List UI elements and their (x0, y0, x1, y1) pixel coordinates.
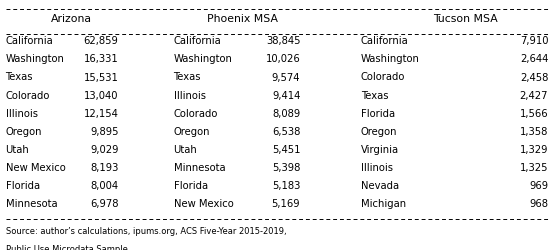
Text: California: California (6, 36, 53, 46)
Text: Arizona: Arizona (51, 14, 92, 24)
Text: New Mexico: New Mexico (174, 200, 233, 209)
Text: 8,193: 8,193 (90, 163, 118, 173)
Text: 5,183: 5,183 (272, 181, 300, 191)
Text: 9,574: 9,574 (272, 72, 300, 83)
Text: Texas: Texas (6, 72, 33, 83)
Text: 15,531: 15,531 (84, 72, 118, 83)
Text: 5,169: 5,169 (272, 200, 300, 209)
Text: Utah: Utah (174, 145, 197, 155)
Text: 7,910: 7,910 (520, 36, 548, 46)
Text: Washington: Washington (174, 54, 233, 64)
Text: 2,644: 2,644 (520, 54, 548, 64)
Text: Minnesota: Minnesota (174, 163, 225, 173)
Text: Minnesota: Minnesota (6, 200, 57, 209)
Text: 5,451: 5,451 (272, 145, 300, 155)
Text: 12,154: 12,154 (84, 109, 118, 119)
Text: New Mexico: New Mexico (6, 163, 65, 173)
Text: Oregon: Oregon (6, 127, 42, 137)
Text: 1,566: 1,566 (520, 109, 548, 119)
Text: California: California (174, 36, 222, 46)
Text: 8,004: 8,004 (90, 181, 118, 191)
Text: Washington: Washington (361, 54, 420, 64)
Text: 2,427: 2,427 (520, 90, 548, 101)
Text: 62,859: 62,859 (84, 36, 118, 46)
Text: Virginia: Virginia (361, 145, 399, 155)
Text: Public Use Microdata Sample: Public Use Microdata Sample (6, 245, 127, 250)
Text: Illinois: Illinois (174, 90, 206, 101)
Text: 1,329: 1,329 (520, 145, 548, 155)
Text: Nevada: Nevada (361, 181, 399, 191)
Text: 968: 968 (530, 200, 548, 209)
Text: California: California (361, 36, 409, 46)
Text: 1,358: 1,358 (520, 127, 548, 137)
Text: Phoenix MSA: Phoenix MSA (207, 14, 278, 24)
Text: Texas: Texas (174, 72, 201, 83)
Text: Florida: Florida (6, 181, 40, 191)
Text: 16,331: 16,331 (84, 54, 118, 64)
Text: Oregon: Oregon (361, 127, 397, 137)
Text: 6,978: 6,978 (90, 200, 118, 209)
Text: 9,895: 9,895 (90, 127, 118, 137)
Text: 38,845: 38,845 (266, 36, 300, 46)
Text: 8,089: 8,089 (272, 109, 300, 119)
Text: Source: author’s calculations, ipums.org, ACS Five-Year 2015-2019,: Source: author’s calculations, ipums.org… (6, 228, 286, 236)
Text: 9,414: 9,414 (272, 90, 300, 101)
Text: 1,325: 1,325 (520, 163, 548, 173)
Text: Colorado: Colorado (6, 90, 50, 101)
Text: 6,538: 6,538 (272, 127, 300, 137)
Text: Texas: Texas (361, 90, 388, 101)
Text: Florida: Florida (361, 109, 395, 119)
Text: 10,026: 10,026 (266, 54, 300, 64)
Text: 9,029: 9,029 (90, 145, 118, 155)
Text: Utah: Utah (6, 145, 29, 155)
Text: Florida: Florida (174, 181, 208, 191)
Text: Tucson MSA: Tucson MSA (433, 14, 498, 24)
Text: Illinois: Illinois (361, 163, 393, 173)
Text: Colorado: Colorado (361, 72, 406, 83)
Text: 2,458: 2,458 (520, 72, 548, 83)
Text: 969: 969 (529, 181, 548, 191)
Text: Washington: Washington (6, 54, 64, 64)
Text: Michigan: Michigan (361, 200, 406, 209)
Text: Illinois: Illinois (6, 109, 37, 119)
Text: Colorado: Colorado (174, 109, 218, 119)
Text: 13,040: 13,040 (84, 90, 118, 101)
Text: Oregon: Oregon (174, 127, 210, 137)
Text: 5,398: 5,398 (272, 163, 300, 173)
